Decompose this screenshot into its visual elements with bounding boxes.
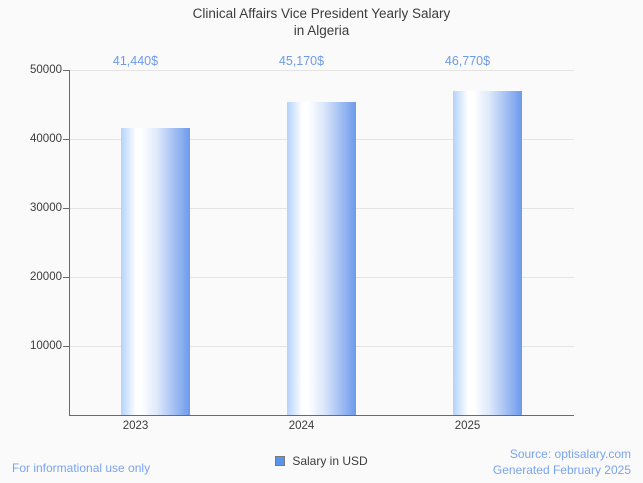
bar-value-2025: 46,770$ [444, 54, 491, 68]
disclaimer-text: For informational use only [12, 461, 151, 475]
x-tick-label-2023: 2023 [122, 420, 149, 432]
y-tick-mark [63, 346, 69, 347]
source-credit: Source: optisalary.com Generated Februar… [493, 446, 631, 478]
bar-2023[interactable] [121, 128, 190, 415]
source-line: Source: optisalary.com [509, 447, 631, 461]
x-axis-line [70, 415, 574, 416]
x-tick-label-2025: 2025 [454, 420, 481, 432]
y-tick-label: 50000 [30, 64, 62, 76]
chart-legend: Salary in USD [0, 454, 643, 468]
x-tick-label-2024: 2024 [288, 420, 315, 432]
plot-area [70, 70, 574, 415]
legend-label: Salary in USD [292, 454, 368, 468]
y-axis-line [69, 70, 70, 416]
bar-2025[interactable] [453, 91, 522, 415]
y-tick-mark [63, 208, 69, 209]
gridline [70, 70, 574, 71]
generated-line: Generated February 2025 [492, 463, 631, 477]
y-tick-mark [63, 70, 69, 71]
y-tick-label: 20000 [30, 271, 62, 283]
bar-value-2023: 41,440$ [112, 54, 159, 68]
y-tick-label: 10000 [30, 340, 62, 352]
chart-title: Clinical Affairs Vice President Yearly S… [192, 6, 451, 38]
y-tick-mark [63, 277, 69, 278]
y-tick-label: 30000 [30, 202, 62, 214]
legend-swatch-icon [275, 456, 286, 466]
y-tick-mark [63, 139, 69, 140]
y-axis-tick-labels: 50000 40000 30000 20000 10000 [0, 0, 62, 483]
bar-value-2024: 45,170$ [278, 54, 325, 68]
bar-2024[interactable] [287, 102, 356, 415]
y-tick-label: 40000 [30, 133, 62, 145]
